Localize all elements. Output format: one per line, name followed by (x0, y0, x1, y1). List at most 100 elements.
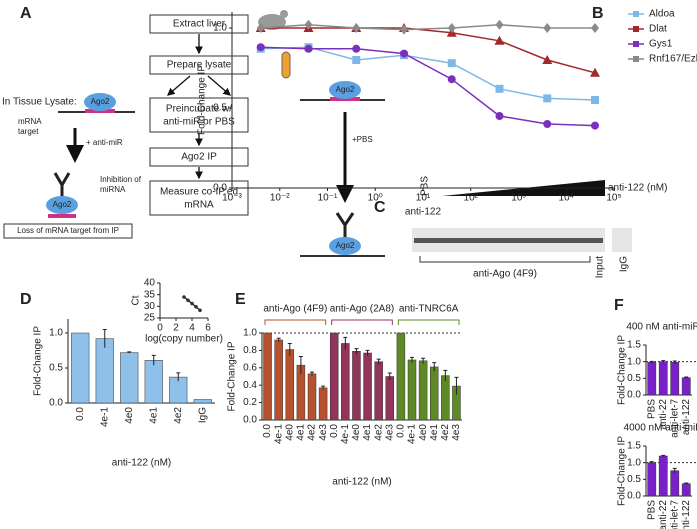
marker (495, 84, 504, 93)
error-bar (443, 369, 448, 381)
x-tick-label: 0 (157, 323, 163, 334)
step-box (149, 55, 249, 75)
x-tick-label: 10⁵ (606, 193, 621, 204)
y-axis-label: Fold-Change IP (227, 341, 238, 411)
series-line (260, 46, 596, 127)
legend-label: Aldoa (649, 9, 675, 20)
marker (447, 75, 456, 84)
bar (670, 470, 680, 497)
step-text: Preincubate w/ (166, 104, 232, 115)
y-tick-label: 30 (144, 301, 156, 312)
error-bar (176, 372, 181, 382)
bar (329, 332, 339, 421)
step-box (149, 14, 249, 34)
bar (144, 360, 163, 404)
x-tick-label: 6 (205, 323, 211, 334)
series-line (260, 27, 596, 74)
group-bracket (397, 319, 460, 325)
error-bar (432, 362, 437, 372)
marker (399, 24, 408, 35)
chart-title: 400 nM anti-miR (626, 322, 697, 333)
x-tick-label: anti-let-7 (669, 399, 680, 438)
marker (198, 308, 202, 313)
x-tick-label: 4e3 (318, 424, 329, 441)
x-tick-label: 4e0 (351, 424, 362, 441)
step-box (149, 147, 249, 167)
bar (352, 351, 361, 421)
antibody (53, 172, 71, 198)
label: Ago2 (336, 241, 355, 250)
bar (274, 339, 283, 421)
x-tick-label: anti-let-7 (669, 500, 680, 529)
label: PBS (420, 176, 431, 196)
marker (494, 35, 505, 45)
y-tick-label: 0.0 (213, 183, 227, 194)
ago2 (329, 237, 361, 255)
bar (681, 377, 691, 396)
y-axis-label: Ct (131, 295, 142, 305)
marker (182, 295, 186, 299)
x-tick-label: PBS (646, 399, 657, 419)
error-bar (672, 467, 677, 473)
marker (589, 67, 600, 77)
panel-label: F (614, 297, 624, 314)
marker (495, 19, 504, 30)
bar (429, 366, 439, 421)
label: Loss of mRNA target from IP (17, 226, 119, 235)
x-axis-label: anti-122 (nM) (112, 458, 171, 469)
marker (590, 23, 599, 33)
bar (263, 332, 272, 421)
panel-label: E (235, 291, 246, 308)
step-text: Ago2 IP (181, 152, 217, 163)
marker (304, 44, 313, 53)
label: Ago2 (336, 85, 355, 94)
band (414, 238, 603, 243)
x-tick-label: 4e1 (148, 407, 159, 424)
x-tick-label: 0.0 (262, 424, 273, 438)
x-tick-label: 4e2 (373, 424, 384, 441)
error-bar (102, 329, 107, 348)
bar (658, 361, 668, 396)
arrow (207, 75, 231, 96)
y-axis-label: Fold-Change IP (617, 335, 628, 405)
anti-mir (48, 214, 76, 218)
label: Input (595, 256, 606, 278)
series-line (260, 24, 595, 31)
label: anti-Ago (4F9) (473, 269, 537, 280)
step-text: Prepare lysate (167, 60, 232, 71)
error-bar (410, 356, 414, 363)
x-tick-label: 10¹ (416, 193, 431, 204)
x-tick-label: anti-122 (681, 399, 692, 436)
panel-label: C (374, 199, 386, 216)
error-bar (298, 355, 303, 374)
group-label: anti-Ago (4F9) (263, 304, 327, 315)
label: Ago2 (91, 97, 110, 106)
step-text: Extract liver (173, 19, 226, 30)
bar (193, 399, 212, 404)
x-tick-label: 4e0 (284, 424, 295, 441)
label: miRNA (100, 185, 126, 194)
x-tick-label: 10⁻³ (222, 193, 242, 204)
y-axis-label: Fold-Change IP (617, 436, 628, 506)
marker (590, 121, 599, 130)
error-bar (672, 360, 677, 364)
x-tick-label: 4e0 (418, 424, 429, 441)
x-tick-label: PBS (646, 500, 657, 520)
marker (543, 120, 552, 128)
error-bar (454, 376, 459, 395)
legend-marker (633, 56, 639, 62)
x-tick-label: anti-122 (681, 500, 692, 529)
y-tick-label: 0.5 (49, 363, 63, 374)
error-bar (287, 342, 292, 356)
group-bracket (331, 319, 393, 325)
marker (352, 44, 361, 53)
ago2 (329, 81, 361, 99)
label: Inhibition of (100, 175, 142, 184)
x-tick-label: 4e3 (451, 424, 462, 441)
label: +PBS (352, 135, 373, 144)
error-bar (276, 337, 281, 342)
bar (407, 359, 417, 421)
y-tick-label: 25 (144, 313, 156, 324)
gel: PBS anti-122 (nM) anti-Ago (4F9) Input I… (412, 176, 667, 280)
